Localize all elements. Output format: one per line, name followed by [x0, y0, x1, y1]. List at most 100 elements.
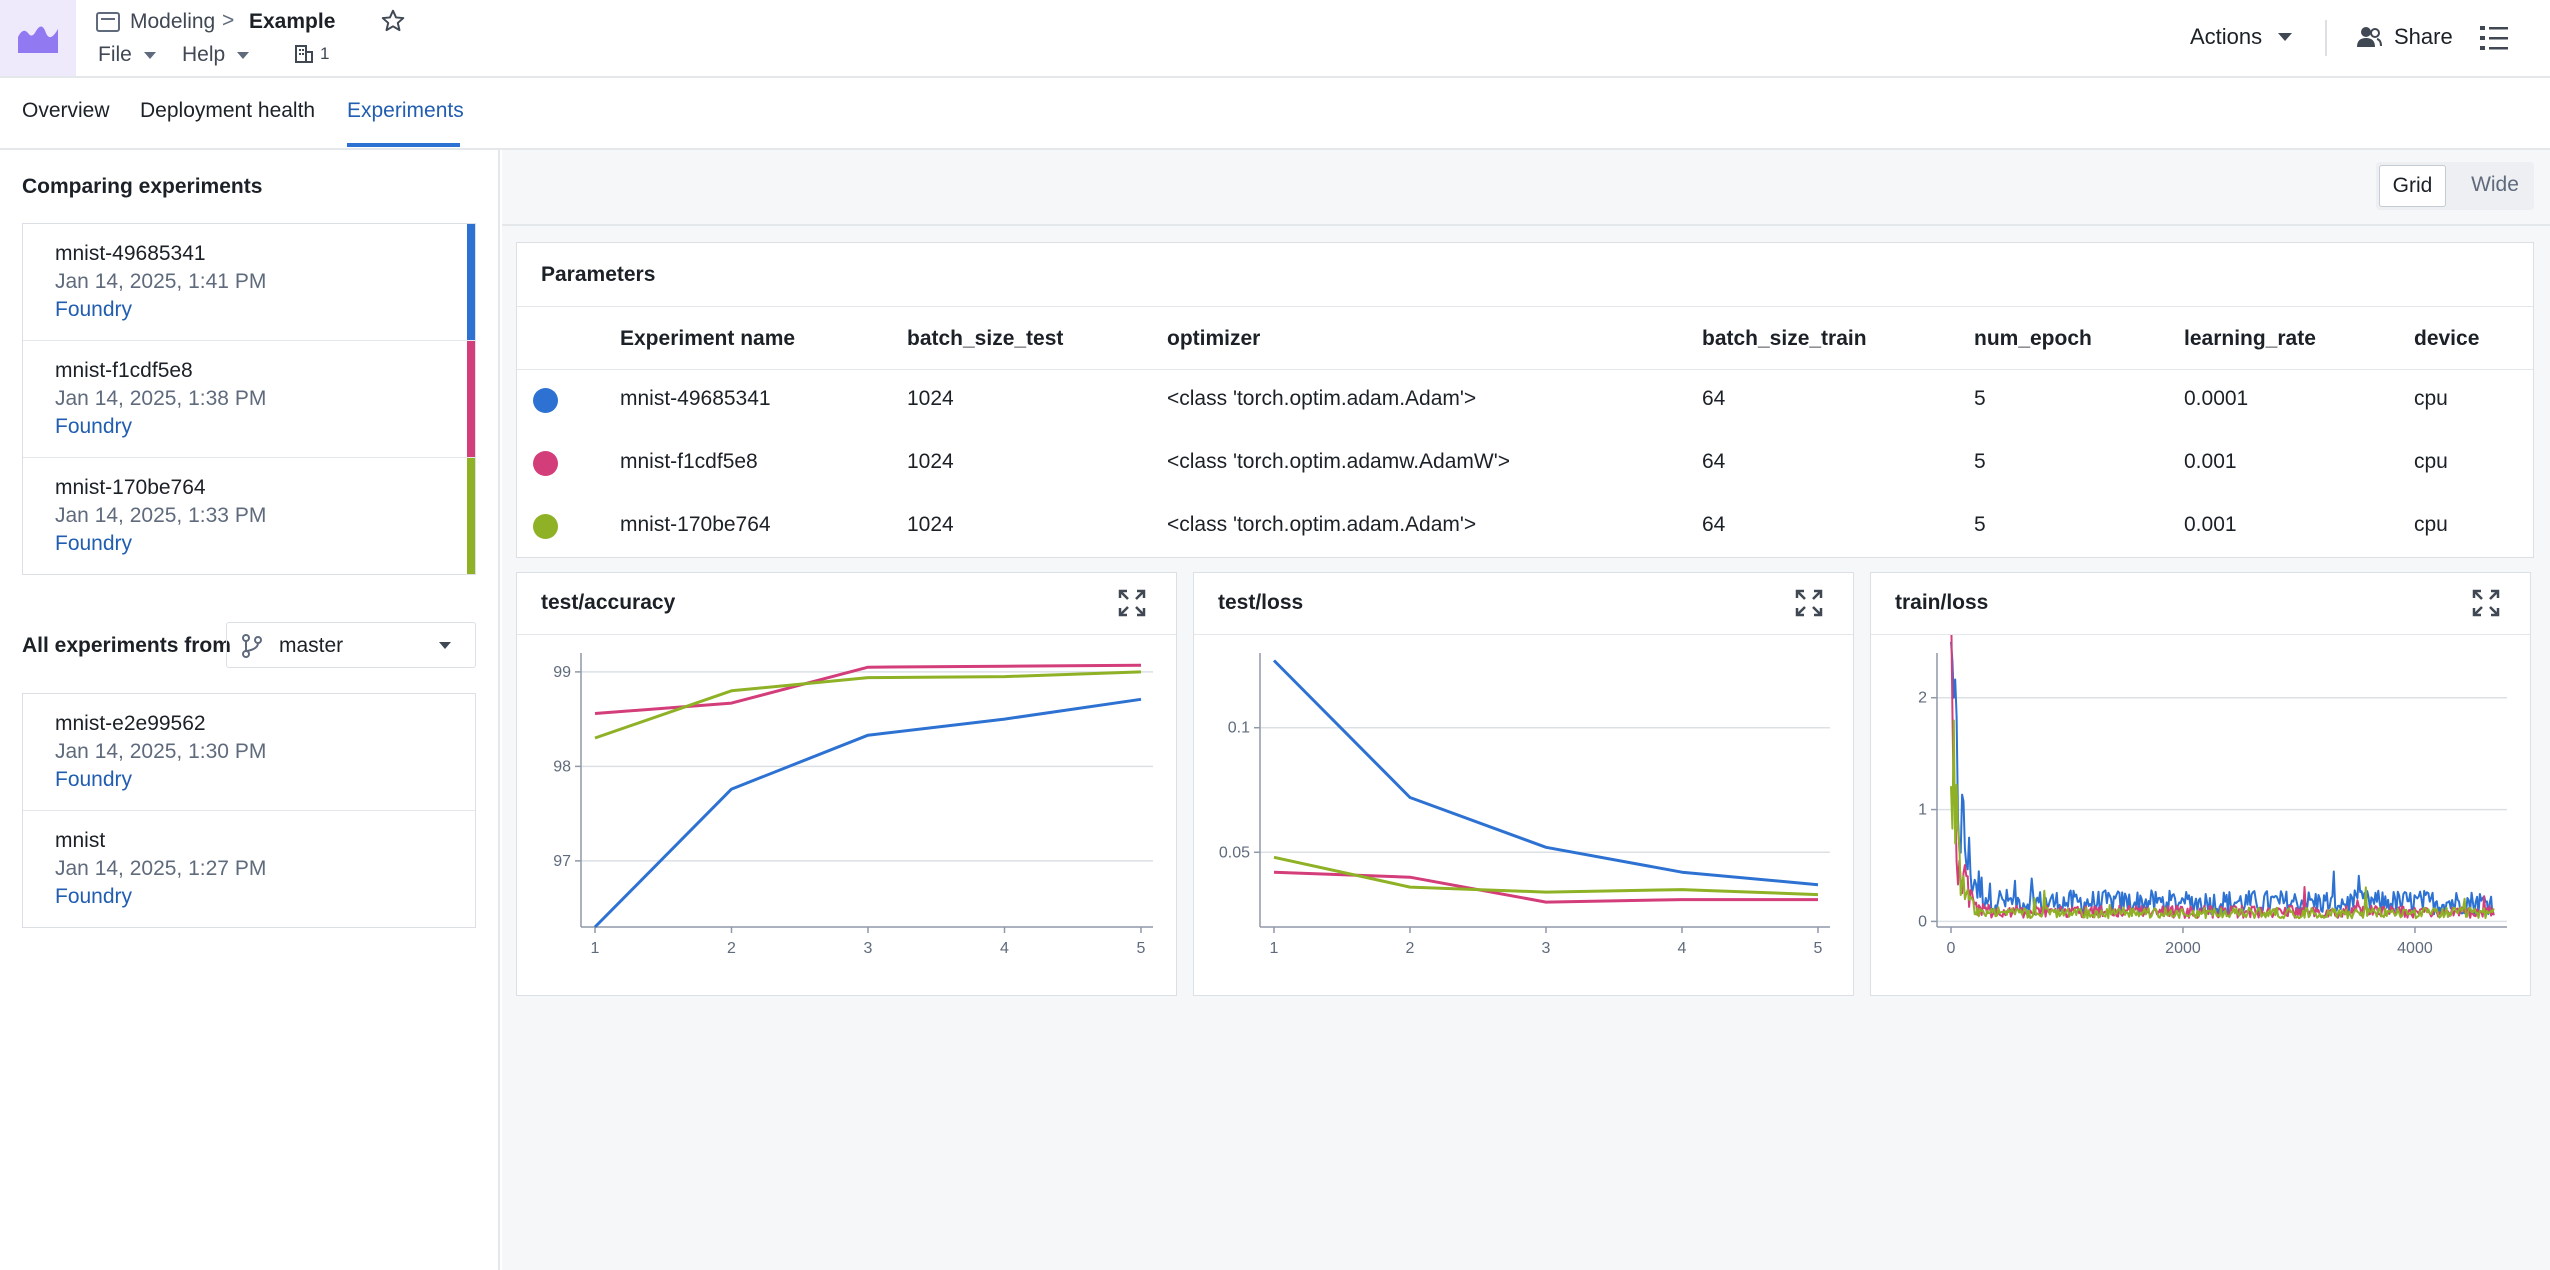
x-tick-label: 3: [864, 940, 873, 957]
view-toggle: Grid Wide: [2376, 162, 2534, 210]
table-cell: 64: [1702, 450, 1726, 473]
x-tick-label: 4: [1000, 940, 1009, 957]
x-tick-label: 2: [1406, 940, 1415, 957]
experiment-card[interactable]: mnist-e2e99562 Jan 14, 2025, 1:30 PM Fou…: [23, 694, 475, 811]
line-chart: 97 98 99 1 2 3 4 5: [553, 653, 1153, 957]
table-cell: 0.001: [2184, 513, 2237, 536]
top-bar: [0, 0, 2550, 78]
y-tick-label: 97: [553, 853, 571, 870]
experiment-name: mnist-170be764: [55, 476, 206, 499]
building-count: 1: [320, 44, 330, 63]
table-cell: <class 'torch.optim.adamw.AdamW'>: [1167, 450, 1510, 473]
table-cell: 5: [1974, 387, 1986, 410]
experiment-date: Jan 14, 2025, 1:30 PM: [55, 740, 267, 763]
column-header-optimizer[interactable]: optimizer: [1167, 327, 1261, 350]
table-cell: mnist-49685341: [620, 387, 771, 410]
experiment-card[interactable]: mnist-170be764 Jan 14, 2025, 1:33 PM Fou…: [23, 458, 475, 575]
experiment-name: mnist-49685341: [55, 242, 206, 265]
line-chart: 0 1 2 0 2000 4000: [1918, 635, 2507, 957]
table-cell: 1024: [907, 513, 954, 536]
table-cell: 0.001: [2184, 450, 2237, 473]
caret-down-icon: [2278, 33, 2293, 41]
experiment-card[interactable]: mnist-f1cdf5e8 Jan 14, 2025, 1:38 PM Fou…: [23, 341, 475, 458]
x-tick-label: 5: [1814, 940, 1823, 957]
x-tick-label: 4: [1678, 940, 1687, 957]
chart-title: train/loss: [1895, 591, 1989, 614]
actions-button[interactable]: Actions: [2190, 24, 2293, 50]
column-header-batch-size-train[interactable]: batch_size_train: [1702, 327, 1867, 350]
caret-down-icon: [237, 51, 250, 59]
actions-label: Actions: [2190, 24, 2263, 49]
experiment-color-dot: [533, 388, 558, 413]
chart-panel-train-loss: train/loss 0 1 2 0 2000 4000: [1870, 572, 2531, 996]
experiment-source-link[interactable]: Foundry: [55, 415, 133, 438]
wide-view-button[interactable]: Wide: [2471, 173, 2519, 196]
branch-select[interactable]: master: [226, 622, 476, 668]
breadcrumb-modeling[interactable]: Modeling: [130, 10, 216, 33]
tab-bar: [0, 78, 2550, 150]
caret-down-icon: [143, 51, 156, 59]
y-tick-label: 0.05: [1219, 844, 1250, 861]
experiment-date: Jan 14, 2025, 1:27 PM: [55, 857, 267, 880]
all-experiments-label: All experiments from: [22, 634, 231, 657]
experiment-card[interactable]: mnist Jan 14, 2025, 1:27 PM Foundry: [23, 811, 475, 928]
table-cell: 1024: [907, 387, 954, 410]
tab-deployment-health[interactable]: Deployment health: [140, 99, 316, 122]
expand-icon[interactable]: [1795, 589, 1823, 617]
help-menu-label: Help: [182, 43, 226, 66]
experiment-color-dot: [533, 451, 558, 476]
divider: [1871, 634, 2530, 635]
y-tick-label: 98: [553, 758, 571, 775]
table-cell: mnist-f1cdf5e8: [620, 450, 758, 473]
parameters-panel: Parameters Experiment name batch_size_te…: [516, 242, 2534, 558]
y-tick-label: 0: [1918, 913, 1927, 930]
help-menu[interactable]: Help: [182, 43, 250, 67]
series-line: [1950, 641, 2495, 916]
x-tick-label: 1: [591, 940, 600, 957]
tab-overview[interactable]: Overview: [22, 99, 110, 122]
star-icon[interactable]: [380, 8, 406, 34]
column-header-device[interactable]: device: [2414, 327, 2480, 350]
column-header-batch-size-test[interactable]: batch_size_test: [907, 327, 1064, 350]
experiment-card[interactable]: mnist-49685341 Jan 14, 2025, 1:41 PM Fou…: [23, 224, 475, 341]
divider: [517, 306, 2533, 307]
experiment-source-link[interactable]: Foundry: [55, 298, 133, 321]
column-header-num-epoch[interactable]: num_epoch: [1974, 327, 2092, 350]
column-header-learning-rate[interactable]: learning_rate: [2184, 327, 2316, 350]
comparing-experiments-list: mnist-49685341 Jan 14, 2025, 1:41 PM Fou…: [22, 223, 476, 575]
experiment-color-stripe: [467, 224, 475, 340]
parameters-title: Parameters: [541, 263, 656, 286]
document-icon: [96, 12, 120, 32]
table-cell: <class 'torch.optim.adam.Adam'>: [1167, 387, 1477, 410]
experiment-source-link[interactable]: Foundry: [55, 885, 133, 908]
column-header-experiment-name[interactable]: Experiment name: [620, 327, 796, 350]
app-logo-icon[interactable]: [0, 0, 76, 76]
toolbar-divider: [2325, 20, 2327, 56]
experiment-date: Jan 14, 2025, 1:38 PM: [55, 387, 267, 410]
table-row[interactable]: mnist-49685341 1024 <class 'torch.optim.…: [517, 370, 2533, 432]
table-row[interactable]: mnist-170be764 1024 <class 'torch.optim.…: [517, 496, 2533, 558]
file-menu-label: File: [98, 43, 132, 66]
grid-view-button[interactable]: Grid: [2379, 165, 2446, 207]
share-button[interactable]: Share: [2356, 24, 2453, 50]
branch-name: master: [279, 634, 344, 657]
table-row[interactable]: mnist-f1cdf5e8 1024 <class 'torch.optim.…: [517, 433, 2533, 495]
tab-experiments[interactable]: Experiments: [347, 99, 464, 122]
table-cell: 64: [1702, 387, 1726, 410]
view-toolbar: [502, 150, 2550, 226]
comparing-experiments-heading: Comparing experiments: [22, 175, 263, 198]
experiment-source-link[interactable]: Foundry: [55, 768, 133, 791]
properties-list-icon[interactable]: [2480, 24, 2510, 52]
experiment-name: mnist: [55, 829, 106, 852]
expand-icon[interactable]: [2472, 589, 2500, 617]
active-tab-indicator: [347, 143, 460, 147]
building-icon[interactable]: [294, 44, 314, 64]
git-branch-icon: [242, 634, 262, 658]
series-line: [594, 670, 1142, 740]
file-menu[interactable]: File: [98, 43, 156, 67]
expand-icon[interactable]: [1118, 589, 1146, 617]
chart-title: test/accuracy: [541, 591, 676, 614]
breadcrumb-chevron-icon: >: [222, 9, 235, 32]
experiment-source-link[interactable]: Foundry: [55, 532, 133, 555]
series-line: [1950, 719, 2495, 920]
